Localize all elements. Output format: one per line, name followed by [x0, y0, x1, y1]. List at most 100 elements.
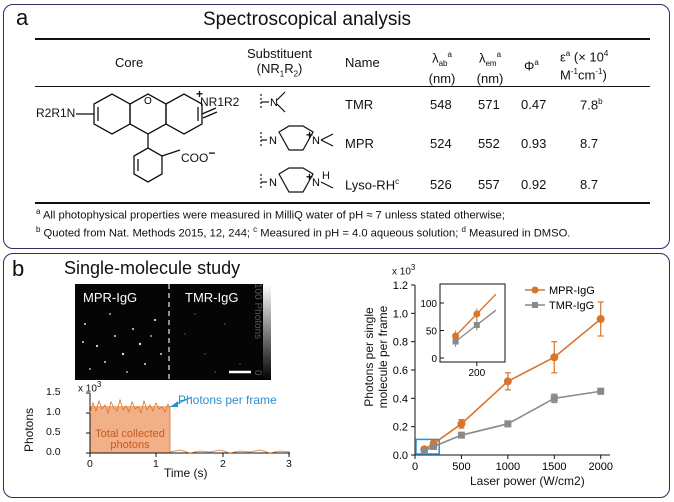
right-amine-group: + NR1R2: [196, 87, 240, 109]
power-ytick-label: 1.0: [393, 308, 408, 320]
microscopy-image: MPR-IgG TMR-IgG: [75, 284, 263, 380]
mpr-charge: +: [306, 128, 314, 142]
power-xtick-label: 1500: [542, 461, 566, 473]
row-lambda-em: 557: [478, 177, 500, 192]
header-core: Core: [115, 55, 144, 70]
substituent-structures: N N N N N: [260, 91, 334, 193]
trace-ytick-3: 1.5: [46, 386, 61, 398]
panel-b-title: Single-molecule study: [64, 258, 241, 278]
n-atom-2: N: [269, 135, 277, 147]
trace-xtick-3: 3: [286, 458, 292, 470]
colorbar: [263, 284, 271, 380]
data-point: [457, 431, 465, 439]
trace-multiplier: x 103: [78, 380, 102, 395]
trace-y-label: Photons: [22, 407, 36, 452]
row-epsilon: 7.8b: [580, 97, 603, 113]
legend-label: MPR-IgG: [549, 285, 595, 297]
power-ytick-label: 0.8: [393, 337, 408, 349]
header-name: Name: [345, 55, 380, 70]
row-lambda-ab: 526: [430, 177, 452, 192]
power-ytick-label: 0.0: [393, 450, 408, 462]
legend-marker: [532, 302, 538, 308]
data-point: [457, 419, 466, 428]
inset-data-point: [473, 310, 481, 318]
power-y-label: Photons per single molecule per frame: [362, 305, 390, 409]
data-point: [597, 387, 605, 395]
row-lambda-ab: 548: [430, 97, 452, 112]
trace-ytick-1: 0.5: [46, 426, 61, 438]
trace-ytick-0: 0.0: [46, 446, 61, 458]
inset-ytick-label: 50: [426, 327, 438, 338]
data-point: [503, 377, 512, 386]
table-bottom-rule: [35, 202, 650, 204]
trace-xtick-0: 0: [87, 458, 93, 470]
panel-a-label: a: [16, 5, 29, 30]
row-phi: 0.47: [521, 97, 547, 112]
rhodamine-core-structure: O: [76, 93, 218, 183]
lyso-hydrogen: H: [322, 170, 330, 182]
data-point: [504, 420, 512, 428]
row-epsilon: 8.7: [580, 136, 599, 151]
header-lambda-ab: λaba (nm): [428, 50, 456, 86]
colorbar-zero: 0: [252, 370, 263, 376]
panel-a-title: Spectroscopical analysis: [203, 9, 412, 30]
lyso-charge: +: [306, 170, 314, 184]
header-lambda-em: λema (nm): [476, 50, 504, 86]
inset-xtick-label: 200: [468, 368, 485, 379]
inset-frame: [439, 283, 506, 363]
row-phi: 0.92: [521, 177, 547, 192]
n-atom-3: N: [312, 135, 320, 147]
power-x-label: Laser power (W/cm2): [470, 474, 585, 488]
inset-data-point: [452, 338, 459, 345]
image-label-left: MPR-IgG: [83, 290, 138, 305]
trace-ytick-2: 1.0: [46, 406, 61, 418]
trace-xtick-2: 2: [220, 458, 226, 470]
row-name: MPR: [345, 136, 374, 151]
power-ytick-label: 0.2: [393, 422, 408, 434]
table-top-rule: [35, 38, 650, 40]
row-lambda-em: 571: [478, 97, 500, 112]
data-point: [420, 447, 428, 455]
power-multiplier: x 103: [392, 263, 416, 278]
row-name: TMR: [345, 97, 374, 112]
trace-xtick-1: 1: [153, 458, 159, 470]
footnote-a: a All photophysical properties were meas…: [36, 207, 505, 222]
trace-area-label: Total collected photons: [95, 428, 165, 451]
table-header-rule: [35, 86, 650, 87]
power-ytick-label: 0.4: [393, 393, 408, 405]
panel-b-label: b: [12, 256, 25, 281]
row-epsilon: 8.7: [580, 177, 599, 192]
microscopy-dots: [82, 284, 251, 380]
panel-a: [3, 4, 670, 249]
data-point: [596, 315, 605, 323]
series-line: [423, 390, 601, 452]
data-point: [430, 443, 438, 450]
carboxylate-group: COO−: [181, 146, 216, 165]
oxygen-atom-label: O: [144, 96, 152, 107]
header-epsilon: εa (× 104 M-1cm-1): [560, 49, 609, 83]
power-ytick-label: 1.2: [393, 280, 408, 292]
trace-annotation: Photons per frame: [178, 393, 277, 407]
data-point: [550, 353, 559, 362]
trace-x-label: Time (s): [164, 466, 208, 480]
power-xtick-label: 0: [412, 461, 418, 473]
n-atom-5: N: [312, 177, 320, 189]
row-phi: 0.93: [521, 136, 547, 151]
n-atom-1: N: [270, 97, 278, 109]
power-xtick-label: 500: [452, 461, 470, 473]
power-xtick-label: 2000: [588, 461, 612, 473]
header-substituent: Substituent (NR1R2): [246, 46, 313, 79]
data-point: [550, 394, 558, 402]
legend-label: TMR-IgG: [549, 300, 594, 312]
power-ytick-label: 0.6: [393, 365, 408, 377]
header-phi: Φa: [524, 58, 539, 74]
colorbar-label: 100 Photons: [252, 283, 263, 340]
inset-ytick-label: 100: [420, 299, 437, 310]
inset-ytick-label: 0: [431, 354, 437, 365]
trace-line: [89, 398, 291, 454]
row-lambda-ab: 524: [430, 136, 452, 151]
row-lambda-em: 552: [478, 136, 500, 151]
legend-marker: [531, 286, 539, 294]
photon-trace-chart: [86, 392, 291, 457]
total-photons-area: [90, 406, 170, 453]
